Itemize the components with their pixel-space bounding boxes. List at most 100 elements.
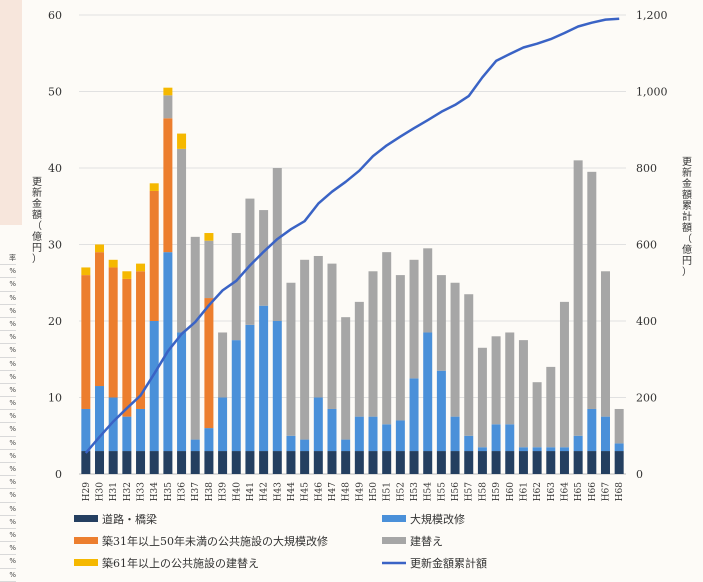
- bar-segment-1: [259, 451, 269, 474]
- bar-segment-5: [177, 133, 187, 149]
- bar-segment-4: [368, 271, 378, 417]
- left-table-cell: %: [0, 476, 16, 490]
- left-table-cell: %: [0, 331, 16, 345]
- bar-segment-1: [477, 451, 487, 474]
- bar-segment-2: [614, 443, 624, 452]
- left-table-cell: %: [0, 344, 16, 358]
- bar-segment-2: [95, 386, 105, 452]
- left-edge-panel: [0, 0, 22, 225]
- bar-segment-4: [163, 95, 173, 119]
- bar-segment-2: [477, 447, 487, 452]
- x-tick-label: H48: [342, 482, 352, 502]
- bar-segment-1: [450, 451, 460, 474]
- bar-segment-2: [190, 439, 200, 452]
- x-tick-label: H58: [478, 482, 488, 502]
- bar-segment-1: [313, 451, 323, 474]
- bar-segment-1: [395, 451, 405, 474]
- bar-segment-2: [218, 397, 228, 452]
- y-tick-label-left: 10: [48, 392, 62, 405]
- bar-segment-4: [204, 240, 214, 299]
- bar-segment-2: [587, 408, 597, 452]
- bar-segment-3: [136, 271, 146, 409]
- bar-segment-2: [300, 439, 310, 452]
- y-tick-label-right: 400: [636, 315, 657, 328]
- bar-segment-4: [436, 275, 446, 371]
- bar-segment-5: [122, 271, 132, 279]
- legend-label: 築61年以上の公共施設の建替え: [102, 556, 259, 570]
- bar-segment-2: [518, 447, 528, 452]
- legend-label: 道路・橋梁: [102, 512, 157, 526]
- bar-segment-2: [354, 416, 364, 452]
- bar-segment-1: [108, 451, 118, 474]
- bar-segment-1: [231, 451, 241, 474]
- x-tick-label: H43: [273, 482, 283, 502]
- x-tick-label: H68: [615, 482, 625, 502]
- x-tick-label: H41: [246, 482, 256, 501]
- bar-segment-4: [177, 148, 187, 333]
- bar-segment-4: [423, 248, 433, 333]
- left-table-cell: %: [0, 423, 16, 437]
- bar-segment-5: [108, 259, 118, 268]
- bar-segment-1: [327, 451, 337, 474]
- x-tick-label: H55: [437, 482, 447, 502]
- bar-segment-3: [95, 252, 105, 387]
- bar-segment-4: [218, 332, 228, 398]
- bar-segment-4: [190, 236, 200, 440]
- left-table-cell: %: [0, 292, 16, 305]
- left-table-cell: %: [0, 503, 16, 516]
- bar-segment-3: [81, 275, 91, 409]
- y-tick-label-right: 1,200: [636, 9, 668, 22]
- x-tick-label: H50: [369, 482, 379, 502]
- left-table-cell: %: [0, 555, 16, 569]
- y-tick-label-left: 50: [48, 86, 62, 99]
- y-tick-label-left: 20: [48, 315, 62, 328]
- bar-segment-4: [245, 198, 255, 325]
- bar-segment-3: [108, 267, 118, 398]
- legend-swatch: [74, 559, 98, 566]
- bar-segment-1: [218, 451, 228, 474]
- bar-segment-2: [450, 416, 460, 452]
- bar-segment-2: [382, 424, 392, 452]
- bar-segment-1: [149, 451, 159, 474]
- bar-segment-2: [286, 435, 296, 452]
- bar-segment-2: [177, 332, 187, 452]
- x-tick-label: H33: [137, 482, 147, 502]
- bar-segment-2: [409, 378, 419, 452]
- bar-segment-4: [477, 347, 487, 448]
- y-tick-label-left: 60: [48, 9, 62, 22]
- bar-segment-2: [81, 408, 91, 452]
- x-tick-label: H64: [560, 482, 570, 502]
- bar-segment-1: [532, 451, 542, 474]
- bar-segment-1: [491, 451, 501, 474]
- bar-segment-1: [546, 451, 556, 474]
- bar-segment-2: [436, 370, 446, 452]
- left-table-cell: %: [0, 489, 16, 503]
- bar-segment-2: [259, 305, 269, 452]
- x-tick-label: H67: [601, 482, 611, 502]
- x-tick-label: H37: [191, 482, 201, 502]
- bar-segment-2: [108, 397, 118, 452]
- x-tick-label: H54: [424, 482, 434, 502]
- y-axis-title-right: 更新金額累計額（億円）: [682, 156, 692, 278]
- bar-segment-4: [354, 301, 364, 417]
- legend-label: 大規模改修: [410, 512, 465, 526]
- bar-segment-1: [286, 451, 296, 474]
- bar-segment-4: [532, 382, 542, 448]
- legend-swatch: [382, 537, 406, 544]
- bar-segment-1: [436, 451, 446, 474]
- x-tick-label: H42: [260, 482, 270, 501]
- bar-segment-2: [573, 435, 583, 452]
- x-tick-label: H65: [574, 482, 584, 502]
- bar-segment-3: [204, 298, 214, 429]
- bar-segment-2: [231, 340, 241, 452]
- bar-segment-2: [395, 420, 405, 452]
- y-tick-label-left: 0: [55, 468, 62, 481]
- bar-segment-4: [518, 340, 528, 448]
- legend-label: 更新金額累計額: [410, 556, 487, 570]
- bar-segment-1: [354, 451, 364, 474]
- x-tick-label: H35: [164, 482, 174, 502]
- bar-segment-4: [341, 317, 351, 440]
- bar-segment-4: [491, 336, 501, 425]
- left-table-cell: %: [0, 450, 16, 463]
- bar-segment-4: [600, 271, 610, 417]
